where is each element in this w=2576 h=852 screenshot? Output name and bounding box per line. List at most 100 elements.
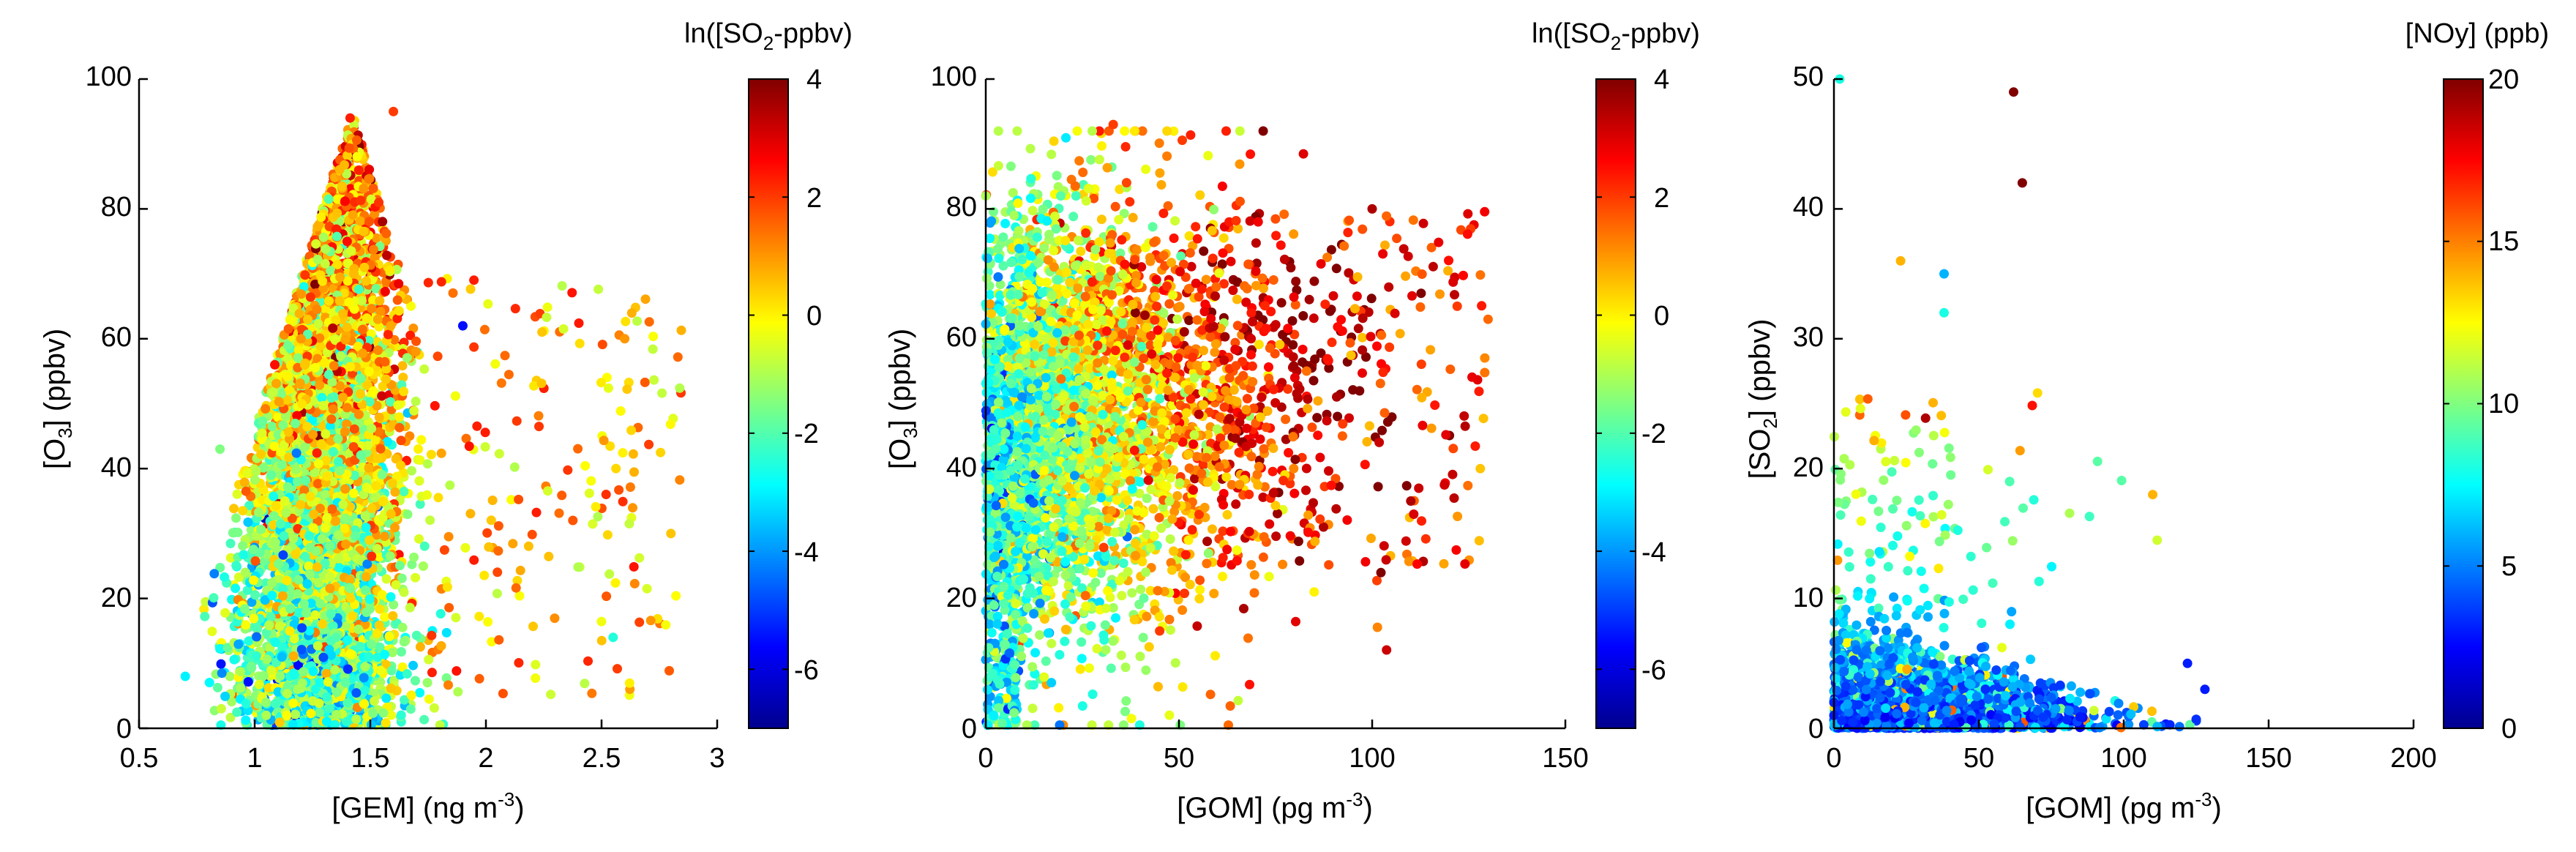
- scatter-point: [424, 694, 434, 704]
- scatter-point: [269, 511, 279, 521]
- scatter-point: [367, 504, 377, 513]
- scatter-point: [393, 400, 403, 410]
- scatter-point: [357, 324, 367, 335]
- scatter-point: [229, 654, 239, 665]
- scatter-point: [353, 165, 364, 175]
- scatter-point: [258, 416, 268, 426]
- scatter-point: [359, 226, 369, 236]
- scatter-point: [322, 513, 332, 523]
- scatter-point: [313, 459, 323, 468]
- scatter-point: [370, 696, 379, 706]
- scatter-point: [348, 442, 359, 452]
- scatter-point: [342, 635, 353, 646]
- panel-1-points: [180, 106, 686, 730]
- scatter-point: [422, 490, 433, 500]
- scatter-point: [356, 389, 366, 399]
- scatter-point: [390, 487, 400, 497]
- scatter-point: [414, 476, 424, 486]
- scatter-point: [209, 593, 219, 603]
- scatter-point: [345, 113, 355, 123]
- scatter-point: [364, 174, 374, 184]
- scatter-point: [285, 315, 295, 325]
- scatter-point: [399, 487, 409, 496]
- scatter-point: [299, 599, 309, 609]
- scatter-point: [274, 397, 284, 407]
- scatter-point: [327, 504, 337, 514]
- scatter-point: [315, 708, 325, 718]
- scatter-point: [382, 250, 392, 261]
- scatter-point: [274, 621, 285, 632]
- scatter-point: [381, 228, 392, 239]
- scatter-point: [352, 152, 362, 162]
- scatter-point: [216, 659, 226, 669]
- scatter-point: [435, 609, 446, 619]
- scatter-point: [323, 370, 334, 380]
- scatter-point: [395, 561, 405, 571]
- scatter-point: [372, 314, 383, 324]
- scatter-point: [411, 676, 420, 686]
- scatter-point: [254, 507, 263, 517]
- scatter-point: [278, 550, 288, 560]
- scatter-point: [425, 515, 435, 526]
- scatter-point: [340, 484, 351, 494]
- scatter-point: [270, 359, 280, 370]
- scatter-point: [402, 509, 413, 520]
- scatter-point: [334, 530, 343, 540]
- scatter-point: [380, 356, 390, 367]
- scatter-point: [380, 286, 390, 296]
- scatter-point: [318, 232, 329, 242]
- scatter-point: [304, 569, 315, 579]
- scatter-point: [266, 470, 277, 480]
- scatter-point: [384, 632, 394, 642]
- scatter-point: [426, 449, 436, 460]
- scatter-point: [368, 386, 378, 396]
- scatter-point: [239, 477, 250, 487]
- scatter-point: [225, 539, 236, 548]
- scatter-point: [388, 610, 398, 621]
- scatter-point: [368, 244, 378, 255]
- scatter-point: [340, 196, 350, 206]
- scatter-point: [407, 559, 417, 569]
- scatter-point: [271, 501, 281, 511]
- scatter-point: [291, 464, 301, 474]
- scatter-point: [381, 718, 391, 728]
- scatter-point: [381, 574, 392, 584]
- scatter-point: [445, 480, 455, 490]
- scatter-point: [353, 409, 364, 419]
- scatter-point: [389, 599, 399, 610]
- scatter-point: [321, 244, 331, 254]
- scatter-point: [272, 378, 281, 389]
- scatter-point: [419, 541, 430, 551]
- scatter-point: [274, 558, 284, 569]
- scatter-point: [345, 362, 356, 372]
- scatter-point: [377, 590, 387, 599]
- scatter-point: [238, 506, 248, 516]
- scatter-point: [250, 590, 261, 600]
- scatter-point: [407, 466, 416, 476]
- scatter-point: [299, 667, 309, 677]
- scatter-point: [239, 550, 249, 560]
- scatter-point: [374, 620, 384, 630]
- scatter-point: [340, 677, 351, 687]
- scatter-point: [293, 588, 302, 599]
- scatter-point: [321, 668, 332, 679]
- scatter-point: [302, 608, 311, 618]
- scatter-point: [282, 482, 293, 492]
- scatter-point: [261, 698, 272, 708]
- scatter-point: [318, 652, 329, 662]
- scatter-point: [250, 556, 261, 566]
- scatter-point: [392, 295, 402, 305]
- scatter-point: [408, 660, 418, 670]
- scatter-point: [283, 340, 293, 351]
- scatter-point: [200, 611, 210, 621]
- scatter-point: [322, 471, 332, 481]
- scatter-point: [209, 569, 220, 579]
- scatter-point: [345, 593, 356, 603]
- scatter-point: [396, 460, 406, 471]
- scatter-point: [220, 691, 231, 701]
- scatter-point: [364, 165, 375, 175]
- scatter-point: [315, 678, 325, 688]
- scatter-point: [433, 493, 443, 503]
- scatter-point: [199, 604, 209, 614]
